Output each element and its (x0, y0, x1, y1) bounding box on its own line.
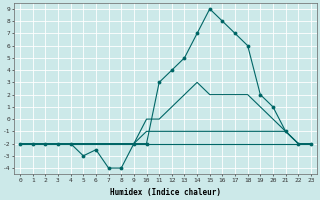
X-axis label: Humidex (Indice chaleur): Humidex (Indice chaleur) (110, 188, 221, 197)
